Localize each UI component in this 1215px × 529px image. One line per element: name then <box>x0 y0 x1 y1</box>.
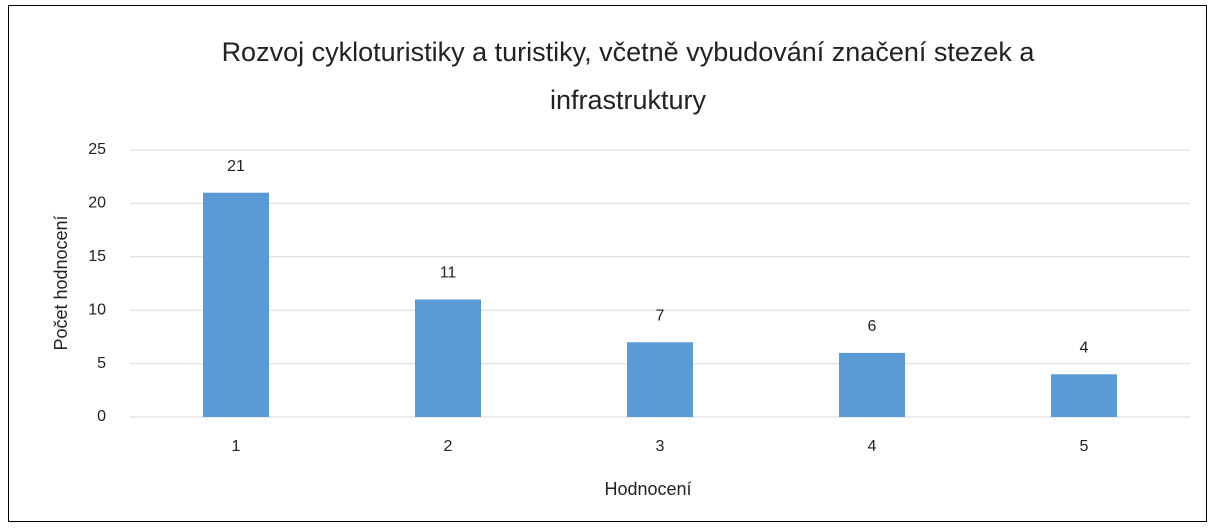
x-tick-label: 5 <box>1080 438 1089 455</box>
data-label: 6 <box>868 318 877 335</box>
x-tick-label: 2 <box>444 438 453 455</box>
y-tick-label: 20 <box>88 195 106 212</box>
x-tick-label: 1 <box>232 438 241 455</box>
data-label: 4 <box>1080 339 1089 356</box>
bar <box>203 192 269 417</box>
y-tick-label: 25 <box>88 141 106 158</box>
bar <box>839 352 905 417</box>
x-tick-label: 3 <box>656 438 665 455</box>
chart-border <box>8 5 1207 522</box>
data-label: 7 <box>656 307 665 324</box>
y-axis-label: Počet hodnocení <box>51 215 71 350</box>
bar <box>627 342 693 417</box>
y-tick-label: 0 <box>97 408 106 425</box>
x-tick-label: 4 <box>868 438 877 455</box>
x-axis-label: Hodnocení <box>604 479 691 499</box>
y-tick-label: 5 <box>97 355 106 372</box>
bar <box>415 299 481 417</box>
y-tick-label: 10 <box>88 301 106 318</box>
data-label: 11 <box>440 265 457 282</box>
bar <box>1051 374 1117 417</box>
chart-title: Rozvoj cykloturistiky a turistiky, včetn… <box>221 37 1035 115</box>
y-tick-label: 15 <box>88 248 106 265</box>
data-label: 21 <box>227 158 245 175</box>
